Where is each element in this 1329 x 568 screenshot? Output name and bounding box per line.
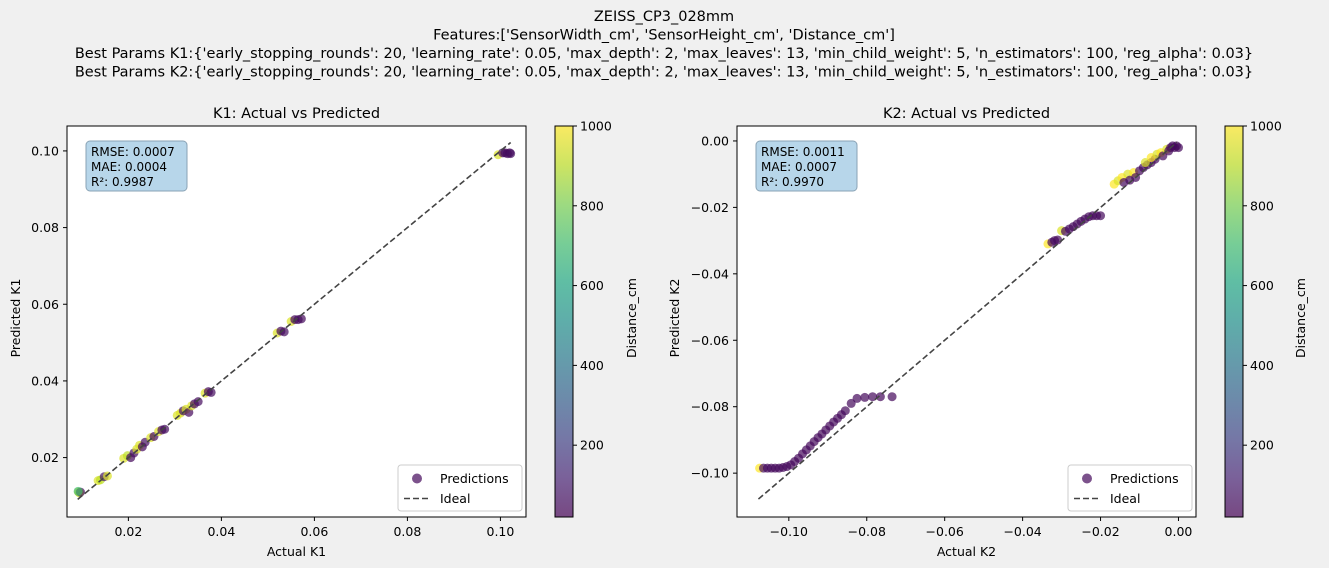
k2-colorbar-tick-label: 600 bbox=[1250, 278, 1274, 293]
k1-scatter-points bbox=[73, 148, 516, 498]
k2-y-tick-label: −0.06 bbox=[691, 333, 729, 348]
k2-legend-ideal-label: Ideal bbox=[1110, 491, 1140, 506]
k1-data-point bbox=[102, 471, 112, 481]
suptitle-line-3: Best Params K1:{'early_stopping_rounds':… bbox=[75, 46, 1253, 62]
k2-colorbar bbox=[1225, 126, 1243, 517]
k2-data-point bbox=[846, 398, 856, 408]
k1-stats-r2: R²: 0.9987 bbox=[91, 175, 154, 189]
k2-colorbar-tick-label: 200 bbox=[1250, 438, 1274, 453]
k2-data-point bbox=[852, 393, 862, 403]
k2-colorbar-tick-label: 1000 bbox=[1250, 119, 1282, 134]
k1-x-tick-label: 0.06 bbox=[300, 524, 328, 539]
k1-colorbar-tick-label: 1000 bbox=[580, 119, 612, 134]
k1-y-tick-label: 0.04 bbox=[31, 373, 59, 388]
k2-stats-rmse: RMSE: 0.0011 bbox=[761, 145, 845, 159]
k1-x-tick-label: 0.04 bbox=[207, 524, 235, 539]
k1-colorbar bbox=[555, 126, 573, 517]
k2-data-point bbox=[860, 392, 870, 402]
k2-data-point bbox=[1096, 211, 1106, 221]
k2-legend-predictions-marker bbox=[1082, 473, 1092, 484]
k1-panel: 0.02 0.04 0.06 0.08 0.10 0.02 0.04 0.06 0.08 0.10… bbox=[8, 106, 639, 559]
k2-colorbar-tick-label: 800 bbox=[1250, 198, 1274, 213]
figure-suptitle: ZEISS_CP3_028mm Features:['SensorWidth_c… bbox=[75, 9, 1253, 81]
k2-y-tick-label: 0.00 bbox=[701, 133, 729, 148]
k1-colorbar-frame bbox=[554, 125, 574, 518]
k2-y-tick-label: −0.08 bbox=[691, 399, 729, 414]
k1-y-tick-label: 0.10 bbox=[31, 143, 59, 158]
k1-x-tick-label: 0.08 bbox=[393, 524, 421, 539]
k2-colorbar-tick-label: 400 bbox=[1250, 358, 1274, 373]
k1-colorbar-label: Distance_cm bbox=[624, 278, 639, 358]
k2-x-tick-label: 0.00 bbox=[1165, 524, 1193, 539]
k1-stats-box-background bbox=[85, 140, 188, 192]
k2-legend-predictions-label: Predictions bbox=[1110, 471, 1179, 486]
k2-data-point bbox=[1053, 235, 1063, 245]
k2-data-point bbox=[840, 406, 850, 416]
k1-data-point bbox=[193, 397, 203, 407]
k2-colorbar-label: Distance_cm bbox=[1293, 278, 1308, 358]
k1-colorbar-tick-label: 600 bbox=[580, 278, 604, 293]
k1-colorbar-tick-label: 400 bbox=[580, 358, 604, 373]
k2-y-tick-label: −0.10 bbox=[691, 466, 729, 481]
k2-legend: Predictions Ideal bbox=[1067, 464, 1193, 512]
k2-data-point bbox=[1164, 146, 1174, 156]
k1-x-tick-label: 0.02 bbox=[114, 524, 142, 539]
k1-data-point bbox=[160, 424, 170, 434]
k2-data-point bbox=[1173, 143, 1183, 153]
k2-y-tick-label: −0.04 bbox=[691, 266, 729, 281]
k1-data-point bbox=[279, 327, 289, 337]
k1-data-point bbox=[206, 387, 216, 397]
k1-y-tick-label: 0.08 bbox=[31, 220, 59, 235]
k1-data-point bbox=[296, 314, 306, 324]
k2-stats-box: RMSE: 0.0011 MAE: 0.0007 R²: 0.9970 bbox=[755, 140, 858, 192]
k2-axes-title: K2: Actual vs Predicted bbox=[883, 106, 1050, 122]
k1-x-axis-label: Actual K1 bbox=[267, 544, 326, 559]
k2-axes-frame bbox=[736, 125, 1197, 518]
k2-legend-frame bbox=[1067, 464, 1193, 512]
k2-y-tick-label: −0.02 bbox=[691, 200, 729, 215]
k2-data-point bbox=[887, 392, 897, 402]
k2-stats-mae: MAE: 0.0007 bbox=[761, 160, 837, 174]
k1-colorbar-tick-label: 200 bbox=[580, 438, 604, 453]
k2-stats-box-background bbox=[755, 140, 858, 192]
k1-ideal-line bbox=[77, 141, 512, 500]
k1-stats-box: RMSE: 0.0007 MAE: 0.0004 R²: 0.9987 bbox=[85, 140, 188, 192]
suptitle-line-4: Best Params K2:{'early_stopping_rounds':… bbox=[75, 65, 1253, 81]
k2-y-axis-label: Predicted K2 bbox=[667, 279, 682, 358]
k1-legend: Predictions Ideal bbox=[397, 464, 523, 512]
k2-scatter-points bbox=[755, 141, 1183, 473]
k1-data-point bbox=[73, 486, 83, 496]
k1-stats-mae: MAE: 0.0004 bbox=[91, 160, 167, 174]
k1-legend-predictions-marker bbox=[412, 473, 422, 484]
k1-legend-predictions-label: Predictions bbox=[440, 471, 509, 486]
k2-data-point bbox=[1140, 158, 1150, 168]
k2-x-tick-label: −0.06 bbox=[926, 524, 964, 539]
k2-data-point bbox=[875, 392, 885, 402]
k1-y-tick-label: 0.02 bbox=[31, 450, 59, 465]
k2-panel: −0.10 −0.08 −0.06 −0.04 −0.02 0.00 −0.10 −0.08 −… bbox=[667, 106, 1308, 559]
k2-x-tick-label: −0.08 bbox=[848, 524, 886, 539]
k2-data-point bbox=[1158, 151, 1168, 161]
k1-y-tick-label: 0.06 bbox=[31, 297, 59, 312]
suptitle-line-2: Features:['SensorWidth_cm', 'SensorHeigh… bbox=[433, 28, 895, 44]
k2-stats-r2: R²: 0.9970 bbox=[761, 175, 824, 189]
k1-x-tick-label: 0.10 bbox=[487, 524, 515, 539]
suptitle-line-1: ZEISS_CP3_028mm bbox=[594, 9, 734, 25]
k2-x-tick-label: −0.04 bbox=[1003, 524, 1041, 539]
k1-legend-ideal-label: Ideal bbox=[440, 491, 470, 506]
k1-stats-rmse: RMSE: 0.0007 bbox=[91, 145, 175, 159]
k2-x-tick-label: −0.02 bbox=[1081, 524, 1119, 539]
k1-colorbar-tick-label: 800 bbox=[580, 198, 604, 213]
k2-ideal-line bbox=[757, 141, 1178, 500]
k1-axes-title: K1: Actual vs Predicted bbox=[213, 106, 380, 122]
k1-axes-frame bbox=[66, 125, 527, 518]
k2-x-tick-label: −0.10 bbox=[770, 524, 808, 539]
k2-x-axis-label: Actual K2 bbox=[937, 544, 996, 559]
k1-data-point bbox=[506, 149, 516, 159]
k2-colorbar-frame bbox=[1224, 125, 1244, 518]
k1-y-axis-label: Predicted K1 bbox=[8, 279, 23, 358]
k1-legend-frame bbox=[397, 464, 523, 512]
